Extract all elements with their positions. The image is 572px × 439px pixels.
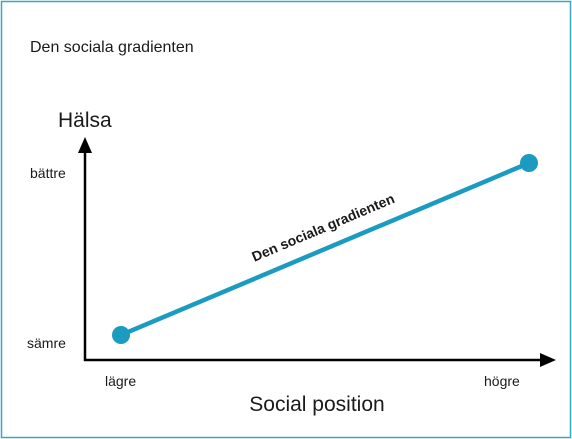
x-axis-label: Social position [249, 393, 384, 416]
x-low-label: lägre [105, 373, 136, 389]
y-arrow [78, 137, 92, 153]
title: Den sociala gradienten [30, 39, 194, 56]
y-high-label: bättre [30, 165, 66, 181]
gradient-line [120, 160, 530, 338]
x-arrow [540, 353, 556, 367]
low-point [112, 326, 130, 344]
x-high-label: högre [484, 373, 520, 389]
y-axis-label: Hälsa [58, 109, 112, 132]
y-low-label: sämre [27, 335, 66, 351]
high-point [520, 154, 538, 172]
